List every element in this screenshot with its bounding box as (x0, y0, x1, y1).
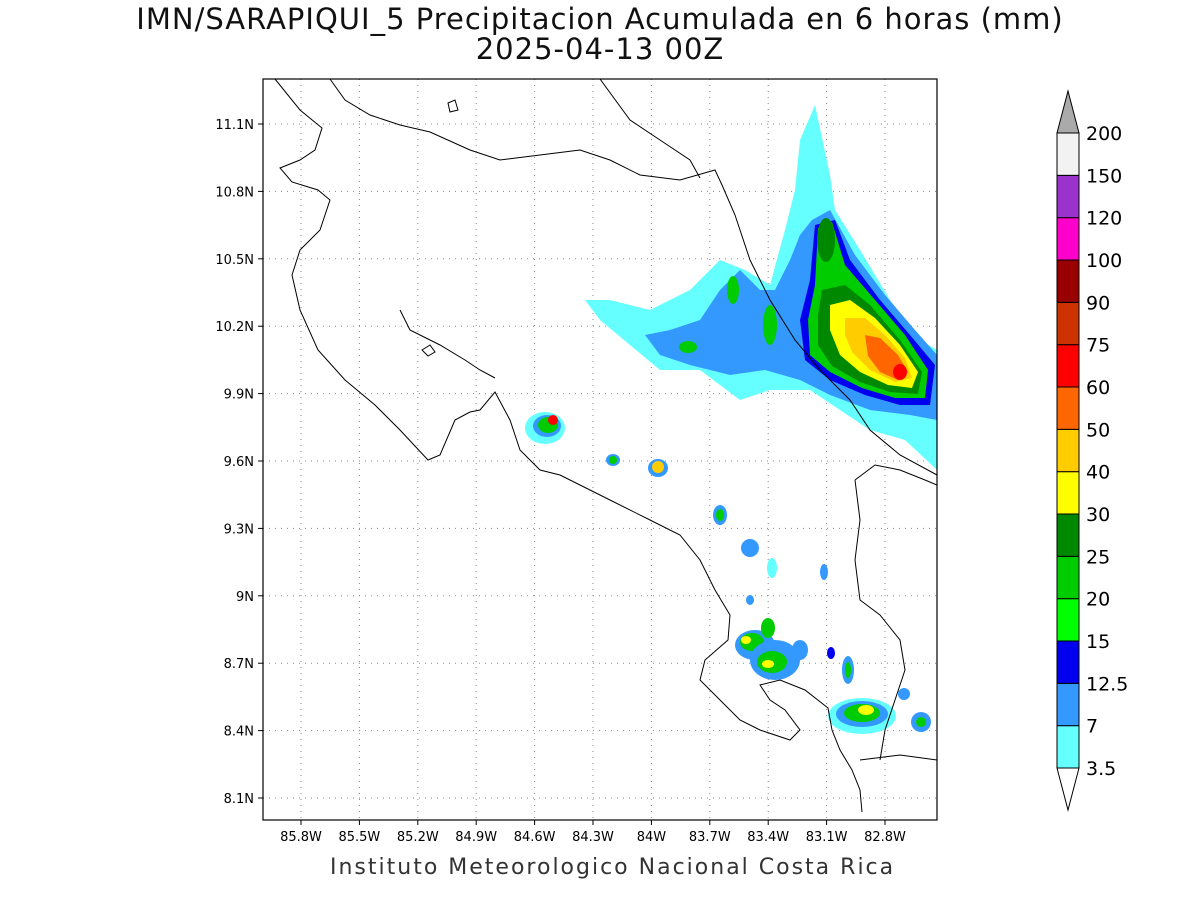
rain-cell-south-9 (746, 595, 754, 605)
lon-tick-label: 83.7W (689, 830, 731, 845)
rain-cell-south-4 (792, 640, 808, 660)
colorbar-segment (1056, 428, 1080, 473)
colorbar-label: 120 (1086, 208, 1122, 230)
lon-tick-label: 84.3W (572, 830, 614, 845)
rain-cell-pacific-core (548, 415, 558, 425)
colorbar-label: 20 (1086, 589, 1110, 611)
rain-cell-inland-3 (679, 341, 697, 353)
rain-cell-c-core (716, 509, 724, 521)
colorbar-segment (1056, 259, 1080, 303)
map-title: IMN/SARAPIQUI_5 Precipitacion Acumulada … (136, 2, 1064, 36)
border-nicaragua (599, 79, 701, 179)
coastline-southeast (854, 464, 937, 486)
colorbar-label: 40 (1086, 462, 1110, 484)
lon-tick-label: 85.8W (280, 830, 322, 845)
colorbar-label: 30 (1086, 504, 1110, 526)
colorbar-segment (1056, 555, 1080, 600)
rain-cell-a-core (609, 456, 617, 464)
lon-tick-label: 84.9W (455, 830, 497, 845)
rain-cell-e (767, 558, 777, 578)
coastline-pacific (274, 79, 863, 813)
colorbar: 3.5 7 12.5 15 20 25 30 40 50 60 75 90 100 120 150 200 (1056, 89, 1128, 812)
lat-tick-label: 10.5N (215, 253, 254, 268)
colorbar-segment (1056, 598, 1080, 642)
lon-tick-label: 83.4W (747, 830, 789, 845)
rain-cell-south-8 (898, 688, 910, 700)
colorbar-segment (1056, 344, 1080, 388)
map-date: 2025-04-13 00Z (475, 32, 725, 66)
lat-tick-label: 10.8N (215, 185, 254, 200)
colorbar-label: 75 (1086, 335, 1110, 357)
lon-tick-label: 85.5W (338, 830, 380, 845)
colorbar-segment (1056, 174, 1080, 219)
coastline-chiriqui (859, 754, 937, 761)
rain-cell-d (741, 539, 759, 557)
map-grid (263, 79, 937, 820)
rain-cell-inland (763, 305, 777, 345)
colorbar-label: 25 (1086, 546, 1110, 568)
colorbar-segment (1056, 301, 1080, 346)
border-panama (854, 479, 906, 761)
rain-cell-south-1-peak (741, 636, 751, 644)
lon-tick-label: 82.8W (864, 830, 906, 845)
colorbar-label: 7 (1086, 716, 1098, 738)
coastlines (274, 79, 937, 813)
colorbar-segment (1056, 217, 1080, 261)
coastline-caribbean (329, 79, 937, 476)
lon-tick-label: 83.1W (806, 830, 848, 845)
lat-tick-label: 9.9N (224, 388, 254, 403)
rain-cell-b-core (652, 461, 664, 473)
lat-tick-label: 8.1N (224, 792, 254, 807)
colorbar-segment (1056, 513, 1080, 557)
footer-credit: Instituto Meteorologico Nacional Costa R… (330, 855, 896, 880)
lat-tick-label: 8.4N (224, 725, 254, 740)
island-small (447, 99, 459, 113)
island-nicoya (421, 344, 436, 357)
rain-cell-north-upper (817, 218, 835, 262)
colorbar-segment (1056, 640, 1080, 684)
lon-tick-label: 85.2W (397, 830, 439, 845)
colorbar-segment (1056, 471, 1080, 515)
lat-tick-label: 11.1N (215, 118, 254, 133)
colorbar-over-arrow (1056, 89, 1080, 134)
lat-axis: 11.1N 10.8N 10.5N 10.2N 9.9N 9.6N 9.3N 9N 8.7N 8.… (215, 118, 263, 807)
rain-cell-inland-2 (727, 276, 739, 304)
rain-cell-south-7-core (916, 717, 926, 727)
colorbar-label: 100 (1086, 250, 1122, 272)
rain-core-north (893, 364, 907, 380)
colorbar-under-arrow (1056, 767, 1080, 812)
lat-tick-label: 8.7N (224, 657, 254, 672)
rain-cell-south-3 (761, 618, 775, 638)
rain-cell-south-2-peak (762, 660, 774, 668)
rain-cell-f (820, 564, 828, 580)
colorbar-segment (1056, 725, 1080, 769)
rain-cell-south-10 (827, 647, 835, 659)
colorbar-label: 90 (1086, 292, 1110, 314)
colorbar-label: 12.5 (1086, 673, 1128, 695)
lat-tick-label: 9N (236, 590, 254, 605)
lat-tick-label: 10.2N (215, 320, 254, 335)
rain-cell-south-5-core (845, 662, 851, 678)
lat-tick-label: 9.6N (224, 455, 254, 470)
colorbar-label: 150 (1086, 165, 1122, 187)
colorbar-segment (1056, 682, 1080, 727)
lon-tick-label: 84W (637, 830, 667, 845)
lon-axis: 85.8W 85.5W 85.2W 84.9W 84.6W 84.3W 84W 83.7W 83… (280, 820, 906, 845)
colorbar-label: 200 (1086, 123, 1122, 145)
colorbar-label: 15 (1086, 631, 1110, 653)
rain-cell-south-6-peak (858, 705, 874, 715)
coastline-nicoya (399, 309, 496, 379)
lat-tick-label: 9.3N (224, 522, 254, 537)
colorbar-label: 3.5 (1086, 758, 1116, 780)
map-frame (262, 78, 938, 821)
colorbar-label: 60 (1086, 377, 1110, 399)
colorbar-label: 50 (1086, 419, 1110, 441)
precipitation-field (525, 105, 937, 734)
colorbar-segment (1056, 132, 1080, 176)
lon-tick-label: 84.6W (514, 830, 556, 845)
colorbar-segment (1056, 386, 1080, 430)
